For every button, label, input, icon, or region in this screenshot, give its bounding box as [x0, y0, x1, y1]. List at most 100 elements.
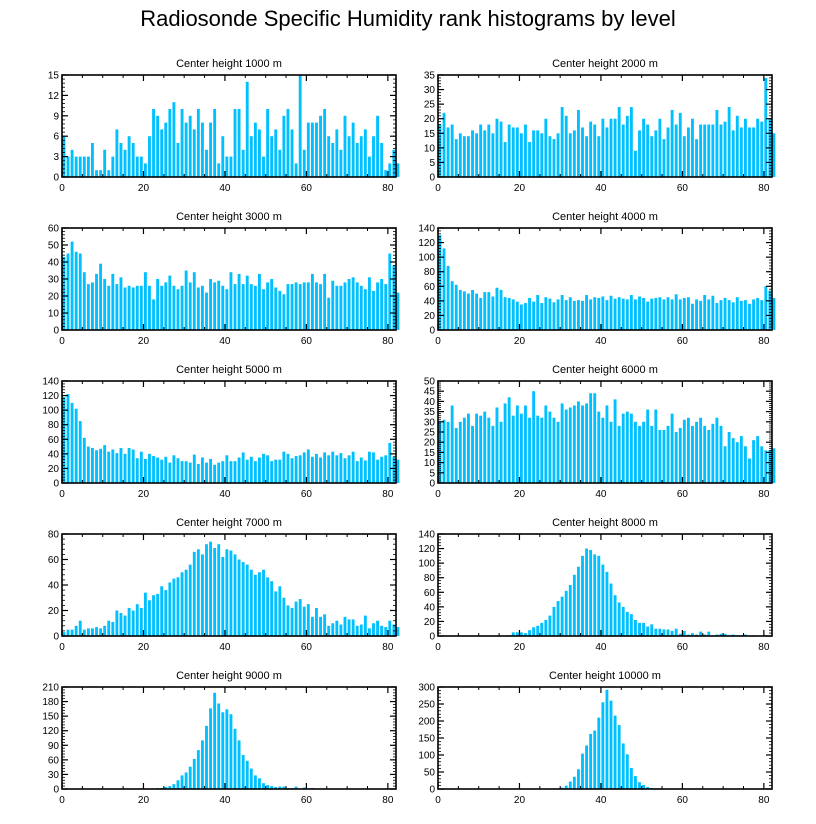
- histogram-bar: [670, 413, 674, 483]
- histogram-bar: [270, 786, 274, 789]
- histogram-bar: [221, 285, 225, 330]
- histogram-bar: [111, 273, 115, 330]
- histogram-bar: [196, 750, 200, 789]
- histogram-bar: [446, 265, 450, 330]
- y-tick-label: 20: [48, 292, 60, 303]
- histogram-bar: [164, 282, 168, 330]
- y-tick-label: 30: [48, 275, 60, 286]
- histogram-bar: [331, 451, 335, 483]
- histogram-bar: [536, 130, 540, 177]
- histogram-bar: [86, 446, 90, 483]
- histogram-bar: [564, 590, 568, 636]
- histogram-bar: [172, 455, 176, 483]
- histogram-bar: [168, 462, 172, 483]
- histogram-bar: [450, 124, 454, 177]
- histogram-bar: [686, 127, 690, 177]
- histogram-bar: [666, 629, 670, 636]
- figure-title: Radiosonde Specific Humidity rank histog…: [140, 6, 676, 31]
- histogram-bar: [772, 133, 776, 177]
- histogram-bar: [172, 578, 176, 636]
- histogram-bar: [617, 107, 621, 177]
- histogram-bar: [152, 109, 155, 177]
- histogram-bar: [532, 627, 536, 636]
- histogram-bar: [323, 273, 327, 330]
- histogram-bar: [66, 156, 70, 177]
- histogram-bar: [589, 550, 593, 636]
- histogram-bar: [507, 297, 511, 330]
- histogram-bar: [392, 624, 396, 636]
- histogram-bar: [262, 453, 265, 483]
- histogram-bar: [458, 421, 462, 483]
- y-tick-label: 15: [48, 71, 60, 82]
- histogram-bar: [302, 149, 306, 177]
- histogram-bar: [699, 124, 703, 177]
- histogram-bar: [241, 452, 245, 483]
- plot-frame: [437, 74, 773, 178]
- histogram-bar: [107, 451, 111, 483]
- histogram-bar: [715, 109, 719, 177]
- histogram-bar: [148, 136, 151, 177]
- y-tick-label: 0: [53, 479, 59, 490]
- histogram-bar: [552, 302, 556, 330]
- histogram-bar: [294, 456, 298, 483]
- histogram-bar: [262, 156, 265, 177]
- y-tick-label: 5: [429, 468, 435, 479]
- histogram-bar: [605, 405, 609, 483]
- histogram-bar: [164, 590, 168, 636]
- histogram-bar: [674, 628, 678, 636]
- histogram-bar: [70, 402, 74, 483]
- y-tick-label: 100: [418, 559, 435, 570]
- histogram-bar: [715, 417, 719, 483]
- histogram-bar: [735, 115, 739, 177]
- histogram-bar: [376, 115, 380, 177]
- histogram-bar: [556, 133, 560, 177]
- histogram-bar: [99, 170, 103, 177]
- histogram-bar: [258, 778, 261, 789]
- histogram-bar: [82, 629, 86, 636]
- histogram-bar: [286, 284, 290, 330]
- histogram-bar: [351, 122, 355, 177]
- histogram-bar: [135, 604, 139, 636]
- y-tick-label: 15: [424, 448, 436, 459]
- histogram-bar: [363, 615, 367, 636]
- y-tick-label: 150: [42, 712, 59, 723]
- histogram-bar: [629, 295, 633, 330]
- histogram-bar: [515, 405, 519, 483]
- histogram-bar: [363, 460, 367, 483]
- histogram-bar: [585, 136, 589, 177]
- histogram-bar: [396, 292, 400, 330]
- histogram-bar: [62, 632, 66, 636]
- histogram-bar: [707, 124, 711, 177]
- histogram-bar: [772, 297, 776, 330]
- histogram-bar: [103, 149, 107, 177]
- histogram-bar: [127, 285, 131, 330]
- histogram-bar: [237, 457, 241, 483]
- histogram-bar: [719, 633, 723, 636]
- histogram-bar: [225, 455, 229, 483]
- histogram-bar: [119, 143, 123, 177]
- histogram-bar: [266, 282, 270, 330]
- histogram-bar: [143, 272, 147, 330]
- histogram-bar: [359, 136, 363, 177]
- histogram-bar: [544, 405, 548, 483]
- histogram-bar: [528, 297, 531, 330]
- plot-frame: [437, 533, 773, 637]
- histogram-bar: [617, 297, 621, 330]
- histogram-bar: [572, 300, 576, 330]
- histogram-bar: [310, 122, 314, 177]
- histogram-bar: [217, 703, 221, 789]
- histogram-bar: [196, 549, 200, 636]
- histogram-bar: [176, 143, 180, 177]
- histogram-bar: [123, 287, 127, 330]
- histogram-bar: [200, 554, 204, 636]
- histogram-bar: [103, 279, 107, 330]
- x-tick-label: 20: [514, 795, 526, 806]
- histogram-bar: [711, 124, 715, 177]
- histogram-bar: [654, 628, 658, 636]
- histogram-bar: [70, 241, 74, 330]
- histogram-bar: [298, 599, 302, 636]
- histogram-bar: [233, 284, 237, 330]
- histogram-bar: [372, 452, 375, 483]
- histogram-bar: [695, 299, 698, 330]
- histogram-bar: [748, 458, 751, 483]
